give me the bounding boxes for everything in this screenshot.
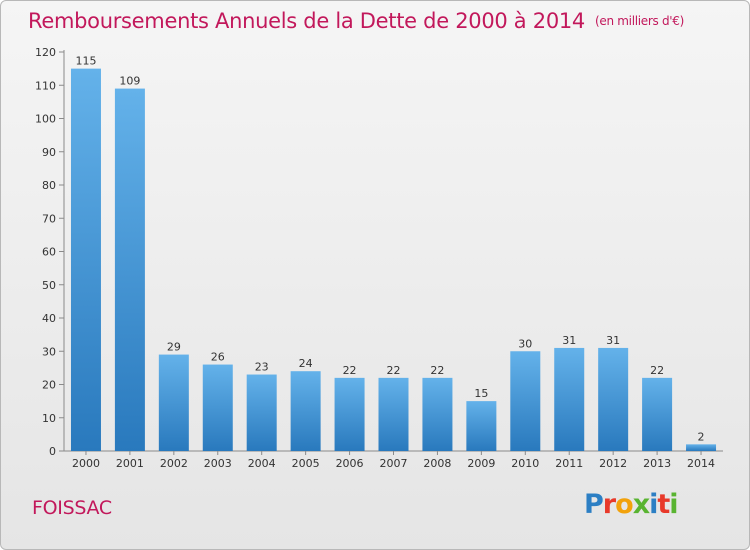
data-label: 29 [167,341,181,354]
bar [70,68,101,451]
bar [510,351,541,451]
y-tick-label: 60 [42,246,56,259]
y-tick-label: 20 [42,379,56,392]
bar [686,444,717,451]
y-tick-label: 80 [42,179,56,192]
y-tick-label: 30 [42,345,56,358]
y-tick-label: 90 [42,146,56,159]
bar [114,88,145,451]
data-label: 115 [75,55,96,68]
x-tick-label: 2010 [511,457,539,470]
logo-letter: x [632,489,650,520]
x-tick-label: 2004 [248,457,276,470]
x-tick-label: 2000 [72,457,100,470]
bar [158,354,189,451]
y-tick-label: 120 [35,46,56,59]
x-tick-label: 2007 [380,457,408,470]
x-tick-label: 2013 [643,457,671,470]
bar [246,374,277,451]
data-label: 30 [518,337,532,350]
data-label: 22 [343,364,357,377]
y-tick-label: 110 [35,79,56,92]
x-tick-label: 2001 [116,457,144,470]
logo-letter: i [649,489,658,520]
bar [642,377,673,451]
data-label: 2 [698,430,705,443]
logo-letter: i [669,489,678,520]
y-tick-label: 50 [42,279,56,292]
data-label: 26 [211,351,225,364]
chart-title: Remboursements Annuels de la Dette de 20… [28,9,684,33]
data-label: 22 [387,364,401,377]
x-tick-label: 2002 [160,457,188,470]
data-label: 109 [119,75,140,88]
commune-name: FOISSAC [32,497,112,519]
data-label: 23 [255,361,269,374]
x-tick-label: 2014 [687,457,715,470]
proxiti-logo: Proxiti [584,489,679,520]
bar [202,364,233,451]
bar [598,347,629,451]
y-tick-label: 100 [35,113,56,126]
bar [334,377,365,451]
x-tick-label: 2008 [423,457,451,470]
data-label: 24 [299,357,313,370]
data-label: 22 [430,364,444,377]
y-tick-label: 0 [49,445,56,458]
y-tick-label: 10 [42,412,56,425]
x-tick-label: 2003 [204,457,232,470]
chart-title-text: Remboursements Annuels de la Dette de 20… [28,9,585,33]
data-label: 15 [474,387,488,400]
data-label: 31 [606,334,620,347]
logo-letter: P [584,489,604,520]
y-tick-label: 40 [42,312,56,325]
y-tick-label: 70 [42,212,56,225]
bar [378,377,409,451]
x-tick-label: 2011 [555,457,583,470]
chart-unit: (en milliers d'€) [595,14,685,28]
x-tick-label: 2012 [599,457,627,470]
bar [422,377,453,451]
x-tick-label: 2005 [292,457,320,470]
data-label: 22 [650,364,664,377]
data-label: 31 [562,334,576,347]
logo-letter: o [615,489,634,520]
x-tick-label: 2006 [336,457,364,470]
x-tick-label: 2009 [467,457,495,470]
bar [290,371,321,451]
logo-letter: r [602,489,616,520]
bar [466,401,497,451]
logo-letter: t [657,489,670,520]
bar [554,347,585,451]
